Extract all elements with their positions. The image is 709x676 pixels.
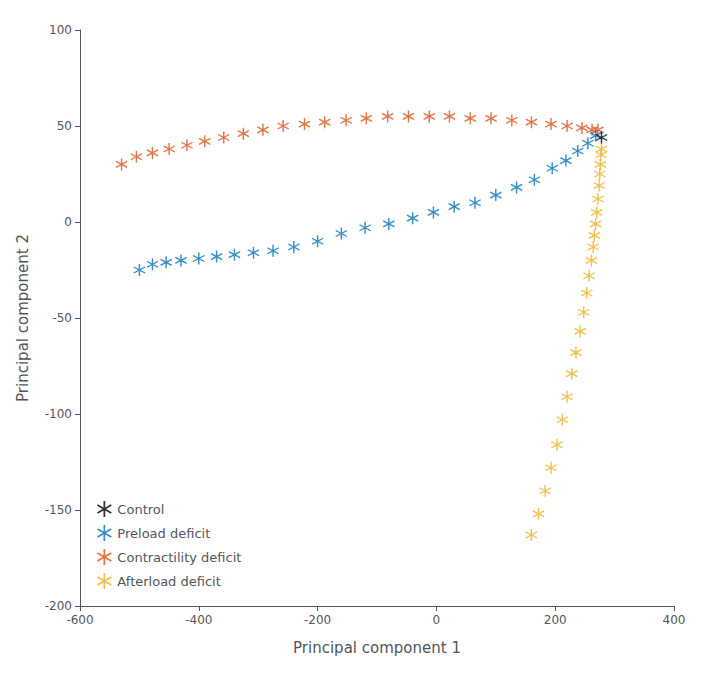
svg-text:200: 200 xyxy=(544,613,567,627)
svg-text:Afterload deficit: Afterload deficit xyxy=(117,574,220,589)
svg-text:0: 0 xyxy=(64,215,72,229)
svg-text:50: 50 xyxy=(57,119,72,133)
svg-text:-50: -50 xyxy=(52,311,72,325)
svg-text:-400: -400 xyxy=(185,613,212,627)
svg-text:Control: Control xyxy=(117,502,164,517)
svg-text:-200: -200 xyxy=(45,599,72,613)
svg-text:Principal component 1: Principal component 1 xyxy=(293,639,461,657)
svg-text:-600: -600 xyxy=(66,613,93,627)
svg-text:Principal component 2: Principal component 2 xyxy=(14,234,32,402)
svg-text:-200: -200 xyxy=(304,613,331,627)
svg-text:Contractility deficit: Contractility deficit xyxy=(117,550,241,565)
svg-text:400: 400 xyxy=(663,613,686,627)
svg-text:-100: -100 xyxy=(45,407,72,421)
svg-text:100: 100 xyxy=(49,23,72,37)
svg-text:-150: -150 xyxy=(45,503,72,517)
svg-text:0: 0 xyxy=(433,613,441,627)
svg-text:Preload deficit: Preload deficit xyxy=(117,526,210,541)
